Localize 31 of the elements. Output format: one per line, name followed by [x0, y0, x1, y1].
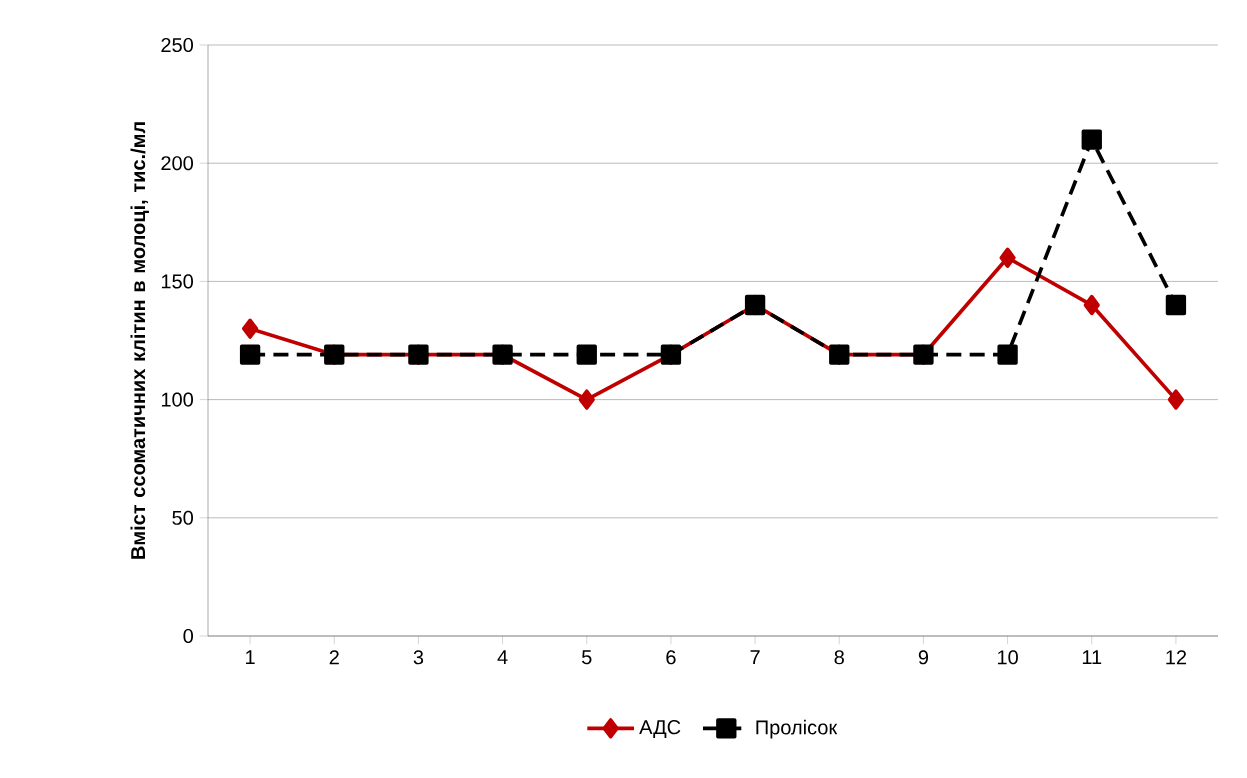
legend-label: АДС — [639, 720, 681, 739]
point — [997, 344, 1018, 365]
legend-label: Пролісок — [756, 719, 838, 739]
x-tick-label: 9 — [918, 650, 929, 665]
y-tick-label: 150 — [161, 274, 194, 289]
y-tick-label: 100 — [161, 392, 194, 407]
point — [239, 344, 261, 365]
point — [1083, 294, 1100, 316]
x-tick-label: 1 — [246, 650, 255, 664]
x-tick-label: 11 — [1082, 650, 1102, 664]
y-tick-label: 0 — [183, 628, 194, 644]
point — [576, 344, 597, 365]
point — [578, 389, 595, 410]
point — [1167, 389, 1185, 410]
point — [1081, 129, 1102, 150]
y-tick-label: 250 — [161, 37, 194, 53]
point — [1165, 294, 1187, 316]
point — [242, 318, 259, 339]
x-tick-label: 12 — [1166, 650, 1187, 665]
x-tick-label: 2 — [329, 650, 339, 665]
x-tick-label: 8 — [834, 650, 844, 665]
x-tick-label: 7 — [750, 650, 760, 664]
x-tick-label: 6 — [666, 650, 676, 665]
y-tick-label: 200 — [161, 156, 194, 171]
x-tick-label: 4 — [497, 650, 508, 664]
point — [999, 247, 1016, 268]
x-tick-label: 10 — [997, 650, 1018, 665]
x-tick-label: 3 — [413, 650, 424, 665]
x-tick-label: 5 — [582, 650, 592, 665]
y-axis-title: Вміст ссоматичних клітин в молоці, тис./мл — [130, 122, 149, 559]
y-tick-label: 50 — [172, 510, 194, 525]
